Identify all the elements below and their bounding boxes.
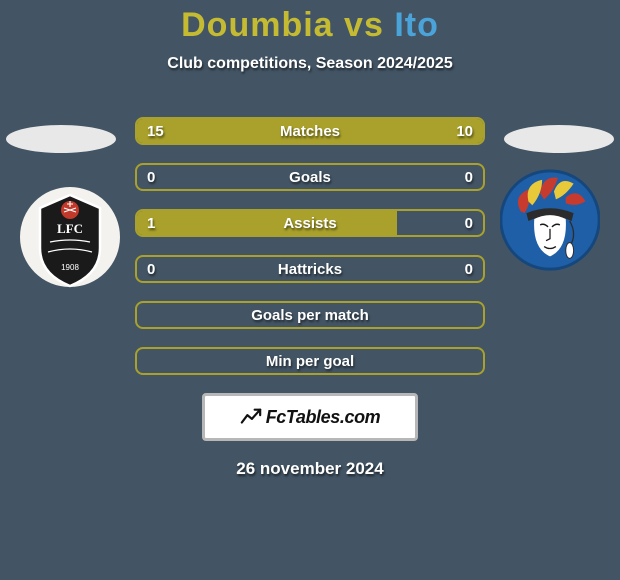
player-left-name: Doumbia bbox=[181, 6, 333, 44]
brand-text: FcTables.com bbox=[266, 407, 381, 428]
stat-value-right: 0 bbox=[455, 257, 483, 281]
stat-value-left: 15 bbox=[137, 119, 174, 143]
stat-row: 10Assists bbox=[135, 209, 485, 237]
stat-value-right: 10 bbox=[446, 119, 483, 143]
stat-bars: 1510Matches00Goals10Assists00HattricksGo… bbox=[135, 117, 485, 375]
team-right-crest bbox=[500, 162, 600, 278]
stat-value-right: 0 bbox=[455, 165, 483, 189]
stat-value-left: 0 bbox=[137, 165, 165, 189]
svg-text:1908: 1908 bbox=[61, 263, 79, 272]
stat-value-left: 0 bbox=[137, 257, 165, 281]
stat-row: 0 0Hattricks bbox=[135, 255, 485, 283]
comparison-card: Doumbia vs Ito Club competitions, Season… bbox=[0, 0, 620, 479]
svg-text:LFC: LFC bbox=[57, 221, 83, 236]
comparison-title: Doumbia vs Ito bbox=[0, 6, 620, 45]
stat-row: Min per goal bbox=[135, 347, 485, 375]
player-right-shadow-ellipse bbox=[504, 125, 614, 153]
stat-label: Goals per match bbox=[137, 303, 483, 327]
player-right-name: Ito bbox=[394, 6, 439, 44]
stat-label: Min per goal bbox=[137, 349, 483, 373]
stat-value-left: 1 bbox=[137, 211, 165, 235]
stat-row: Goals per match bbox=[135, 301, 485, 329]
stat-row: 0 0Goals bbox=[135, 163, 485, 191]
subtitle: Club competitions, Season 2024/2025 bbox=[0, 55, 620, 73]
player-left-shadow-ellipse bbox=[6, 125, 116, 153]
stat-row: 1510Matches bbox=[135, 117, 485, 145]
gent-crest-icon bbox=[500, 162, 600, 278]
vs-label: vs bbox=[344, 6, 384, 44]
stat-fill-left bbox=[137, 211, 397, 235]
stat-label: Hattricks bbox=[137, 257, 483, 281]
stat-label: Goals bbox=[137, 165, 483, 189]
fctables-logo-icon bbox=[240, 406, 262, 428]
team-left-crest: LFC 1908 bbox=[20, 178, 120, 296]
date-stamp: 26 november 2024 bbox=[0, 459, 620, 479]
lugano-crest-icon: LFC 1908 bbox=[20, 178, 120, 296]
brand-badge[interactable]: FcTables.com bbox=[202, 393, 418, 441]
stat-value-right: 0 bbox=[455, 211, 483, 235]
